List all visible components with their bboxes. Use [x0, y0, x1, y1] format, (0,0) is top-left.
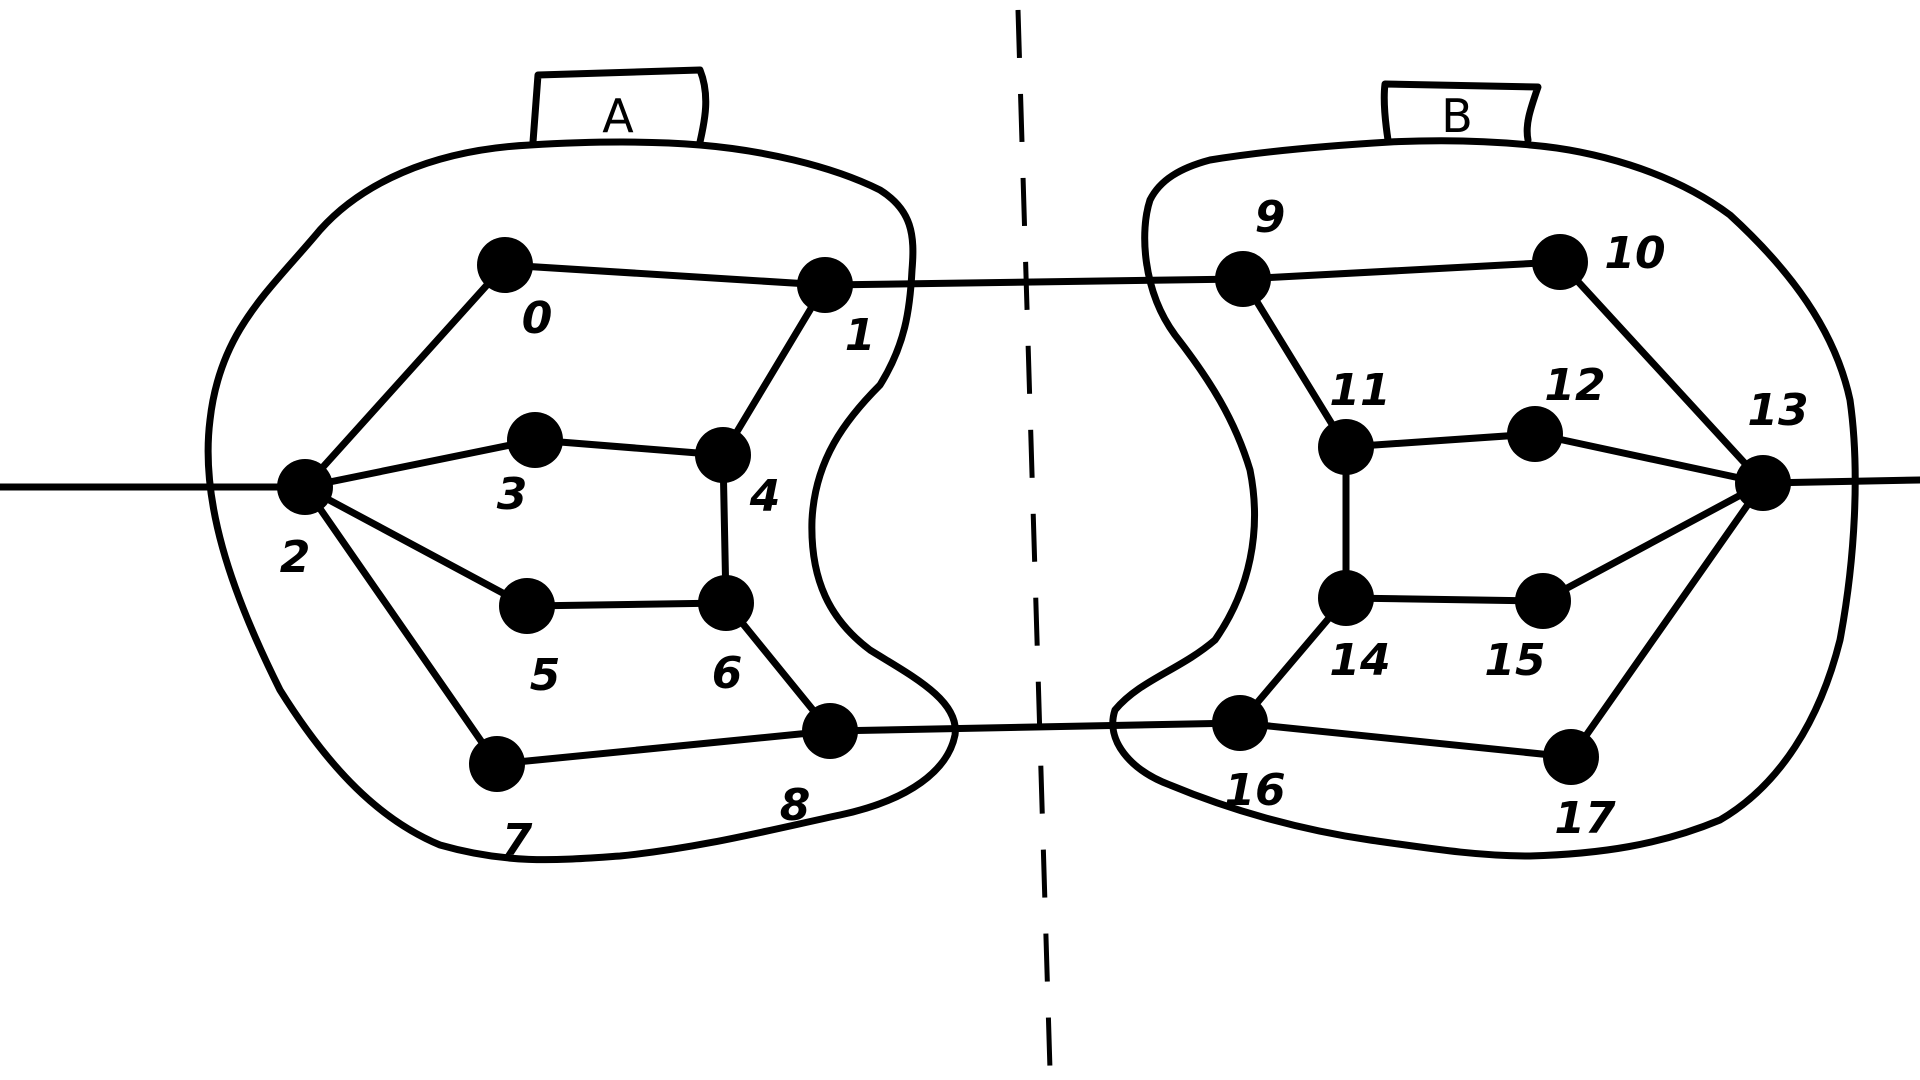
node-label-3: 3: [497, 469, 528, 520]
node-12: [1507, 406, 1563, 462]
edge-0-1: [501, 261, 829, 289]
node-label-0: 0: [522, 293, 553, 344]
node-4: [695, 427, 751, 483]
edge-1-4: [719, 281, 829, 459]
edge-2-7: [301, 483, 501, 768]
edge-2-3: [301, 436, 539, 491]
partition-b-tab: [1380, 80, 1542, 144]
partition-b-outline: [1109, 137, 1859, 860]
node-3: [507, 412, 563, 468]
edge-7-8: [493, 727, 834, 768]
edge-16-17: [1236, 719, 1575, 761]
node-10: [1532, 234, 1588, 290]
node-17: [1543, 729, 1599, 785]
node-8: [802, 703, 858, 759]
edge-9-11: [1239, 275, 1350, 451]
node-label-11: 11: [1329, 365, 1390, 416]
partition-a-label: A: [602, 89, 634, 143]
node-label-10: 10: [1604, 228, 1665, 279]
graph-nodes: [277, 234, 1791, 792]
node-5: [499, 578, 555, 634]
edge-0-2: [301, 261, 509, 491]
node-label-2: 2: [280, 532, 311, 583]
node-label-6: 6: [712, 648, 743, 699]
node-label-13: 13: [1747, 385, 1808, 436]
node-1: [797, 257, 853, 313]
node-0: [477, 237, 533, 293]
node-label-9: 9: [1255, 192, 1286, 243]
node-label-14: 14: [1329, 635, 1390, 686]
node-16: [1212, 695, 1268, 751]
node-label-17: 17: [1554, 793, 1616, 844]
node-14: [1318, 570, 1374, 626]
edge-1-9: [821, 275, 1247, 289]
edge-2-5: [301, 483, 531, 610]
edge-14-15: [1342, 594, 1547, 605]
node-label-15: 15: [1484, 635, 1545, 686]
node-13: [1735, 455, 1791, 511]
edge-13-15: [1539, 479, 1767, 605]
node-11: [1318, 419, 1374, 475]
node-6: [698, 575, 754, 631]
edge-8-16: [826, 719, 1244, 735]
edge-9-10: [1239, 258, 1564, 283]
node-label-1: 1: [845, 310, 876, 361]
edge-5-6: [523, 599, 730, 610]
node-15: [1515, 573, 1571, 629]
partition-a-outline: [204, 138, 959, 864]
node-label-8: 8: [780, 780, 811, 831]
partition-b-label: B: [1441, 89, 1473, 143]
node-2: [277, 459, 333, 515]
node-label-12: 12: [1544, 360, 1605, 411]
node-label-4: 4: [749, 471, 781, 522]
edge-11-12: [1342, 430, 1539, 451]
edge-12-13: [1531, 430, 1767, 487]
edge-3-4: [531, 436, 727, 459]
node-9: [1215, 251, 1271, 307]
partition-a-tab: [529, 66, 710, 146]
node-label-16: 16: [1224, 765, 1285, 816]
node-label-7: 7: [502, 815, 533, 866]
edge-13-17: [1567, 479, 1767, 761]
partition-cut-line: [1015, 9, 1053, 1071]
node-label-5: 5: [530, 650, 561, 701]
node-7: [469, 736, 525, 792]
edge-10-13: [1556, 258, 1767, 487]
